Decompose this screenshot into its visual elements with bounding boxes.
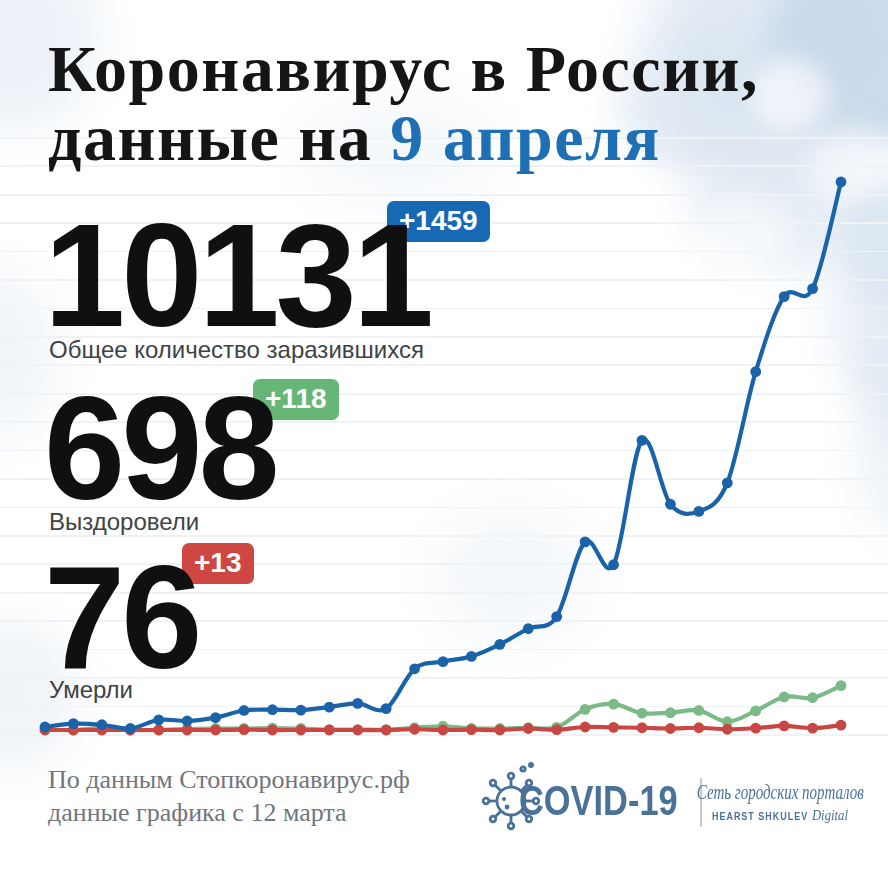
stat-died-value: 76 xyxy=(44,545,198,691)
data-source-note: По данным Стопкоронавирус.рф данные граф… xyxy=(48,763,410,829)
title-line1: Коронавирус в России, xyxy=(48,32,759,105)
page-title: Коронавирус в России, данные на 9 апреля xyxy=(48,34,759,172)
publisher-holding: HEARST SHKULEV xyxy=(712,810,808,822)
stat-infected-label: Общее количество заразившихся xyxy=(49,336,424,364)
stat-recovered-label: Выздоровели xyxy=(49,508,199,536)
covid19-logo-text: COVID-19 xyxy=(519,776,678,825)
title-date: 9 апреля xyxy=(390,101,660,174)
source-line1: По данным Стопкоронавирус.рф xyxy=(48,765,410,794)
stat-died-label: Умерли xyxy=(49,676,133,704)
publisher-network: Сеть городских порталов xyxy=(697,782,864,803)
title-line2: данные на xyxy=(48,101,390,174)
publisher-block: Сеть городских порталов HEARST SHKULEV D… xyxy=(702,782,858,824)
stat-recovered-value: 698 xyxy=(44,376,276,522)
source-line2: данные графика с 12 марта xyxy=(48,798,347,827)
publisher-holding-suffix: Digital xyxy=(812,807,848,823)
stat-infected-value: 10131 xyxy=(44,203,430,349)
